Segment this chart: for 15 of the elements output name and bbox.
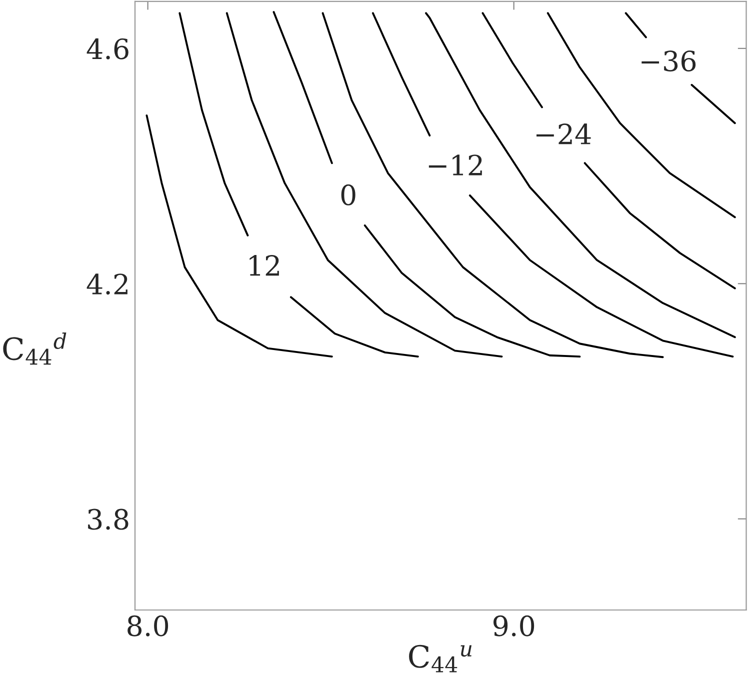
annotation: 0 [341, 184, 356, 206]
line-series [425, 12, 736, 338]
x-tick-label: 8.0 [128, 615, 168, 636]
line-series [226, 12, 503, 358]
y-tick-label: 4.2 [86, 274, 128, 295]
x-tick-label: 9.0 [493, 615, 534, 636]
y-tick-label: 4.6 [86, 38, 128, 60]
annotation: −36 [642, 50, 696, 72]
annotation: 12 [250, 255, 279, 276]
y-tick-label: 3.8 [88, 508, 128, 530]
annotation: −12 [428, 154, 482, 176]
line-series [146, 114, 333, 358]
y-axis-title: C$_{44}$$^{d}$ [3, 332, 66, 365]
annotation: −24 [536, 124, 591, 144]
x-axis-title: C$_{44}$$^{u}$ [409, 644, 472, 672]
